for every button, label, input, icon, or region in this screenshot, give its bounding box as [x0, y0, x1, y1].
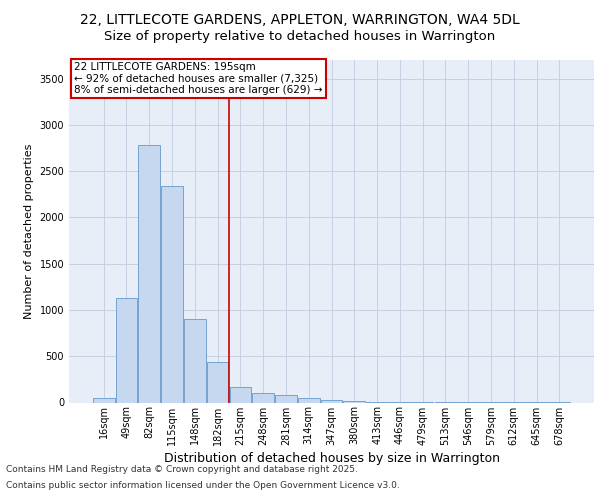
Bar	[184, 319, 206, 402]
Bar	[320, 400, 343, 402]
Bar	[139, 145, 160, 403]
Text: Contains HM Land Registry data © Crown copyright and database right 2025.: Contains HM Land Registry data © Crown c…	[6, 466, 358, 474]
Bar	[207, 362, 229, 403]
Bar	[161, 186, 183, 402]
Text: Contains public sector information licensed under the Open Government Licence v3: Contains public sector information licen…	[6, 480, 400, 490]
Text: Size of property relative to detached houses in Warrington: Size of property relative to detached ho…	[104, 30, 496, 43]
Y-axis label: Number of detached properties: Number of detached properties	[24, 144, 34, 319]
X-axis label: Distribution of detached houses by size in Warrington: Distribution of detached houses by size …	[163, 452, 499, 464]
Text: 22 LITTLECOTE GARDENS: 195sqm
← 92% of detached houses are smaller (7,325)
8% of: 22 LITTLECOTE GARDENS: 195sqm ← 92% of d…	[74, 62, 323, 95]
Bar	[93, 398, 115, 402]
Text: 22, LITTLECOTE GARDENS, APPLETON, WARRINGTON, WA4 5DL: 22, LITTLECOTE GARDENS, APPLETON, WARRIN…	[80, 12, 520, 26]
Bar	[275, 395, 297, 402]
Bar	[230, 387, 251, 402]
Bar	[116, 298, 137, 403]
Bar	[298, 398, 320, 402]
Bar	[343, 400, 365, 402]
Bar	[253, 393, 274, 402]
